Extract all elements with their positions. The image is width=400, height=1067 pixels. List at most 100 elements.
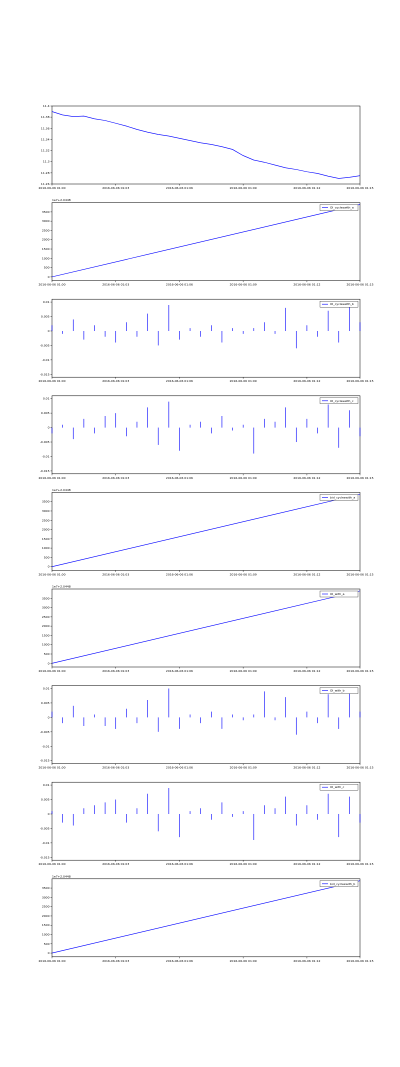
x-tick-label: 2016-06-06 01:06 xyxy=(166,669,193,673)
y-tick-label: 3000 xyxy=(42,606,50,610)
x-tick-label: 2016-06-06 01:06 xyxy=(166,186,193,190)
y-tick-label: 0.01 xyxy=(43,300,50,304)
y-tick-label: 11.32 xyxy=(41,149,50,153)
x-tick-label: 2016-06-06 01:03 xyxy=(102,669,129,673)
x-tick-label: 2016-06-06 01:03 xyxy=(102,766,129,770)
y-tick-label: 1500 xyxy=(42,537,50,541)
y-tick-label: 0.005 xyxy=(41,701,50,705)
y-tick-label: 11.36 xyxy=(41,126,50,130)
y-tick-label: 1000 xyxy=(42,643,50,647)
x-tick-label: 2016-06-06 01:09 xyxy=(230,669,257,673)
y-tick-label: 2000 xyxy=(42,528,50,532)
x-tick-label: 2016-06-06 01:06 xyxy=(166,283,193,287)
y-tick-label: 3000 xyxy=(42,895,50,899)
x-tick-label: 2016-06-06 01:09 xyxy=(230,379,257,383)
y-tick-label: -0.01 xyxy=(42,454,50,458)
x-tick-label: 2016-06-06 01:12 xyxy=(293,959,320,963)
y-tick-label: 3000 xyxy=(42,219,50,223)
y-tick-label: 11.26 xyxy=(41,182,50,186)
x-tick-label: 2016-06-06 01:06 xyxy=(166,862,193,866)
y-tick-label: 0 xyxy=(48,715,50,719)
y-tick-label: 2500 xyxy=(42,615,50,619)
y-tick-label: 500 xyxy=(44,266,50,270)
legend-box xyxy=(319,784,359,791)
x-tick-label: 2016-06-06 01:03 xyxy=(102,959,129,963)
y-tick-label: 11.28 xyxy=(41,171,50,175)
x-tick-label: 2016-06-06 01:09 xyxy=(230,283,257,287)
plot-frame xyxy=(51,878,361,958)
x-tick-label: 2016-06-06 01:12 xyxy=(293,283,320,287)
y-tick-label: 0 xyxy=(48,426,50,430)
y-tick-label: 0.01 xyxy=(43,397,50,401)
x-tick-label: 2016-06-06 01:03 xyxy=(102,476,129,480)
y-tick-label: 1500 xyxy=(42,633,50,637)
y-tick-label: 500 xyxy=(44,942,50,946)
y-tick-label: 0 xyxy=(48,329,50,333)
x-tick-label: 2016-06-06 01:12 xyxy=(293,669,320,673)
y-tick-label: -0.01 xyxy=(42,358,50,362)
y-tick-label: 0.01 xyxy=(43,783,50,787)
offset-text: 1e7+2.0448 xyxy=(52,488,71,492)
y-tick-label: -0.015 xyxy=(40,855,50,859)
x-tick-label: 2016-06-06 01:15 xyxy=(346,669,373,673)
y-tick-label: 0.01 xyxy=(43,686,50,690)
legend-label: bid_cycleswith_b xyxy=(330,882,355,886)
legend-label: OI_cycleswith_c xyxy=(330,399,354,403)
y-tick-label: -0.01 xyxy=(42,744,50,748)
plot-frame xyxy=(51,395,361,475)
x-tick-label: 2016-06-06 01:06 xyxy=(166,766,193,770)
x-tick-label: 2016-06-06 01:03 xyxy=(102,572,129,576)
y-tick-label: 11.4 xyxy=(43,104,50,108)
x-tick-label: 2016-06-06 01:00 xyxy=(38,959,65,963)
x-tick-label: 2016-06-06 01:06 xyxy=(166,959,193,963)
legend-box xyxy=(319,880,359,887)
x-tick-label: 2016-06-06 01:09 xyxy=(230,572,257,576)
x-tick-label: 2016-06-06 01:12 xyxy=(293,186,320,190)
y-tick-label: -0.01 xyxy=(42,841,50,845)
plot-frame xyxy=(51,685,361,764)
legend-label: OI_with_a xyxy=(330,592,345,596)
offset-text: 1e7+2.0448 xyxy=(52,874,71,878)
x-tick-label: 2016-06-06 01:15 xyxy=(346,766,373,770)
x-tick-label: 2016-06-06 01:09 xyxy=(230,766,257,770)
y-tick-label: 3500 xyxy=(42,886,50,890)
offset-text: 1e7+2.0448 xyxy=(52,198,71,202)
y-tick-label: 0 xyxy=(48,565,50,569)
y-tick-label: -0.015 xyxy=(40,372,50,376)
x-tick-label: 2016-06-06 01:00 xyxy=(38,669,65,673)
plot-frame xyxy=(51,202,361,281)
y-tick-label: 11.3 xyxy=(43,160,50,164)
y-tick-label: 0.005 xyxy=(41,798,50,802)
x-tick-label: 2016-06-06 01:03 xyxy=(102,379,129,383)
x-tick-label: 2016-06-06 01:06 xyxy=(166,476,193,480)
y-tick-label: -0.005 xyxy=(40,826,50,830)
plot-frame xyxy=(51,492,361,571)
y-tick-label: 0 xyxy=(48,275,50,279)
y-tick-label: 2000 xyxy=(42,238,50,242)
x-tick-label: 2016-06-06 01:12 xyxy=(293,862,320,866)
y-tick-label: 11.34 xyxy=(41,137,50,141)
y-tick-label: 0.005 xyxy=(41,315,50,319)
x-tick-label: 2016-06-06 01:00 xyxy=(38,186,65,190)
x-tick-label: 2016-06-06 01:03 xyxy=(102,186,129,190)
y-tick-label: 11.38 xyxy=(41,115,50,119)
x-tick-label: 2016-06-06 01:15 xyxy=(346,959,373,963)
legend-box xyxy=(319,494,359,501)
y-tick-label: 0 xyxy=(48,812,50,816)
x-tick-label: 2016-06-06 01:12 xyxy=(293,476,320,480)
y-tick-label: 2000 xyxy=(42,624,50,628)
y-tick-label: 2500 xyxy=(42,228,50,232)
x-tick-label: 2016-06-06 01:12 xyxy=(293,766,320,770)
y-tick-label: 1000 xyxy=(42,933,50,937)
x-tick-label: 2016-06-06 01:09 xyxy=(230,186,257,190)
x-tick-label: 2016-06-06 01:15 xyxy=(346,862,373,866)
line xyxy=(51,111,361,179)
y-tick-label: 1500 xyxy=(42,247,50,251)
y-tick-label: 1000 xyxy=(42,256,50,260)
x-tick-label: 2016-06-06 01:15 xyxy=(346,283,373,287)
y-tick-label: -0.005 xyxy=(40,730,50,734)
y-tick-label: 1000 xyxy=(42,546,50,550)
y-tick-label: -0.005 xyxy=(40,440,50,444)
legend-box xyxy=(319,204,359,211)
